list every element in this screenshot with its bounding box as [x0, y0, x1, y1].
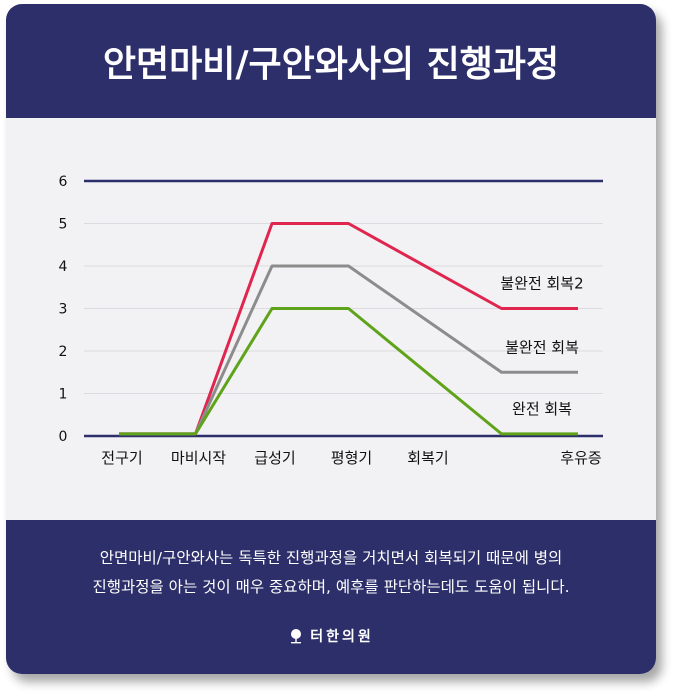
y-tick-label: 4 [59, 259, 68, 275]
brand: 터한의원 [6, 626, 656, 646]
description: 안면마비/구안와사는 독특한 진행과정을 거치면서 회복되기 때문에 병의 진행… [6, 544, 656, 602]
series-line [119, 307, 578, 436]
y-tick-label: 0 [59, 429, 68, 445]
x-tick-label: 회복기 [407, 449, 448, 467]
series-label: 불완전 회복 [505, 338, 579, 356]
y-tick-label: 3 [59, 302, 68, 318]
line-chart: 0 1 2 3 4 5 6 전구기 마비시작 급성기 평형기 회복기 후유증 불완전 회복2 불완전 회복완… [59, 174, 603, 467]
x-tick-label: 마비시작 [171, 449, 226, 467]
x-tick-label: 전구기 [101, 449, 142, 467]
x-tick-label: 급성기 [254, 449, 295, 467]
infographic-card: 안면마비/구안와사의 진행과정 0 1 2 3 4 5 6 전구기 마비시작 급성기 평형기 회복기 후… [6, 4, 656, 674]
description-line-2: 진행과정을 아는 것이 매우 중요하며, 예후를 판단하는데도 도움이 됩니다. [92, 578, 570, 596]
footer-banner: 안면마비/구안와사는 독특한 진행과정을 거치면서 회복되기 때문에 병의 진행… [6, 520, 656, 674]
description-line-1: 안면마비/구안와사는 독특한 진행과정을 거치면서 회복되기 때문에 병의 [99, 549, 563, 567]
y-tick-label: 6 [59, 174, 68, 190]
brand-logo-icon [291, 629, 302, 644]
page-title: 안면마비/구안와사의 진행과정 [102, 44, 560, 85]
y-tick-label: 2 [59, 344, 68, 360]
brand-name: 터한의원 [310, 629, 374, 645]
series-label: 완전 회복 [512, 400, 572, 418]
y-tick-label: 5 [59, 217, 68, 233]
x-tick-label: 평형기 [331, 449, 372, 467]
header-banner: 안면마비/구안와사의 진행과정 [6, 4, 656, 118]
y-tick-label: 1 [59, 387, 68, 403]
series-label: 불완전 회복2 [500, 275, 583, 293]
series-line [119, 222, 578, 436]
x-tick-label: 후유증 [560, 449, 601, 467]
